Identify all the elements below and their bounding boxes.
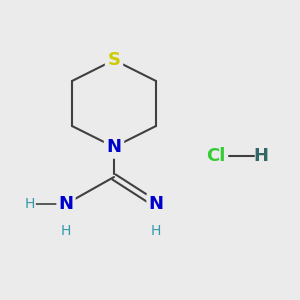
Text: N: N — [58, 195, 74, 213]
Text: S: S — [107, 51, 121, 69]
Text: H: H — [151, 224, 161, 238]
Text: N: N — [148, 195, 164, 213]
Text: N: N — [106, 138, 122, 156]
Text: Cl: Cl — [206, 147, 226, 165]
Text: H: H — [61, 224, 71, 238]
Text: H: H — [254, 147, 268, 165]
Text: H: H — [25, 197, 35, 211]
